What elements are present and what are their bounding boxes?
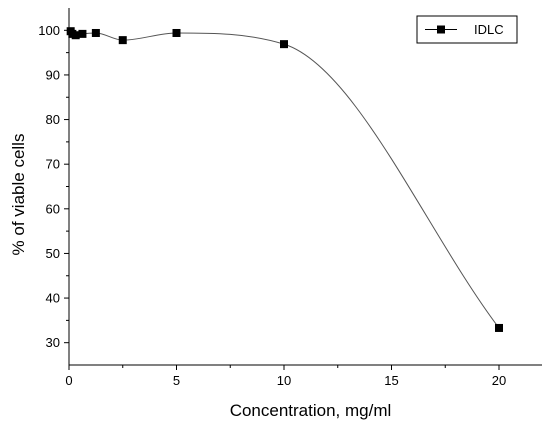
data-points-layer xyxy=(66,27,503,332)
fit-curve xyxy=(70,30,500,329)
fit-curve-layer xyxy=(70,30,500,329)
legend: IDLC xyxy=(416,15,518,44)
y-axis-title: % of viable cells xyxy=(9,134,28,256)
x-tick-label: 10 xyxy=(277,373,291,388)
x-axis-title: Concentration, mg/ml xyxy=(230,401,392,420)
y-tick-label: 50 xyxy=(46,246,60,261)
data-point xyxy=(495,323,503,332)
x-tick-label: 0 xyxy=(65,373,72,388)
data-point xyxy=(172,28,181,37)
x-tick-label: 20 xyxy=(492,373,506,388)
data-point xyxy=(280,40,288,49)
y-tick-label: 70 xyxy=(46,157,60,172)
y-tick-label: 80 xyxy=(46,112,60,127)
y-tick-label: 90 xyxy=(46,67,60,82)
y-tick-label: 30 xyxy=(46,335,60,350)
legend-label: IDLC xyxy=(474,22,504,37)
y-tick-label: 40 xyxy=(46,291,60,306)
x-tick-label: 5 xyxy=(173,373,180,388)
x-tick-label: 15 xyxy=(384,373,398,388)
data-point xyxy=(91,28,100,37)
data-point xyxy=(118,36,127,45)
data-point xyxy=(71,31,80,40)
axes: 0 5 10 15 20 30 40 50 60 70 80 90 100 xyxy=(38,8,542,388)
data-point xyxy=(78,29,87,38)
y-tick-label: 60 xyxy=(46,201,60,216)
y-tick-label: 100 xyxy=(38,23,60,38)
legend-marker xyxy=(437,25,445,34)
